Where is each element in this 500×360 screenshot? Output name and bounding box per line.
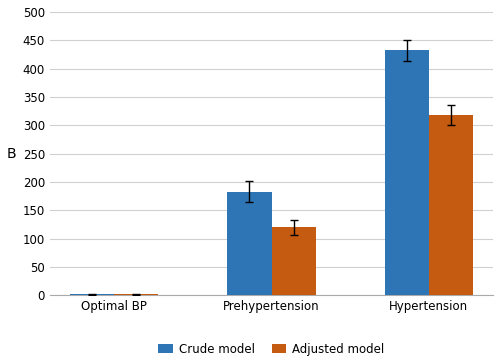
Legend: Crude model, Adjusted model: Crude model, Adjusted model (154, 338, 390, 360)
Y-axis label: B: B (7, 147, 16, 161)
Bar (228, 192, 272, 295)
Bar (70, 294, 114, 295)
Bar (114, 294, 158, 295)
Bar (272, 227, 316, 295)
Bar (429, 115, 473, 295)
Bar (385, 50, 429, 295)
